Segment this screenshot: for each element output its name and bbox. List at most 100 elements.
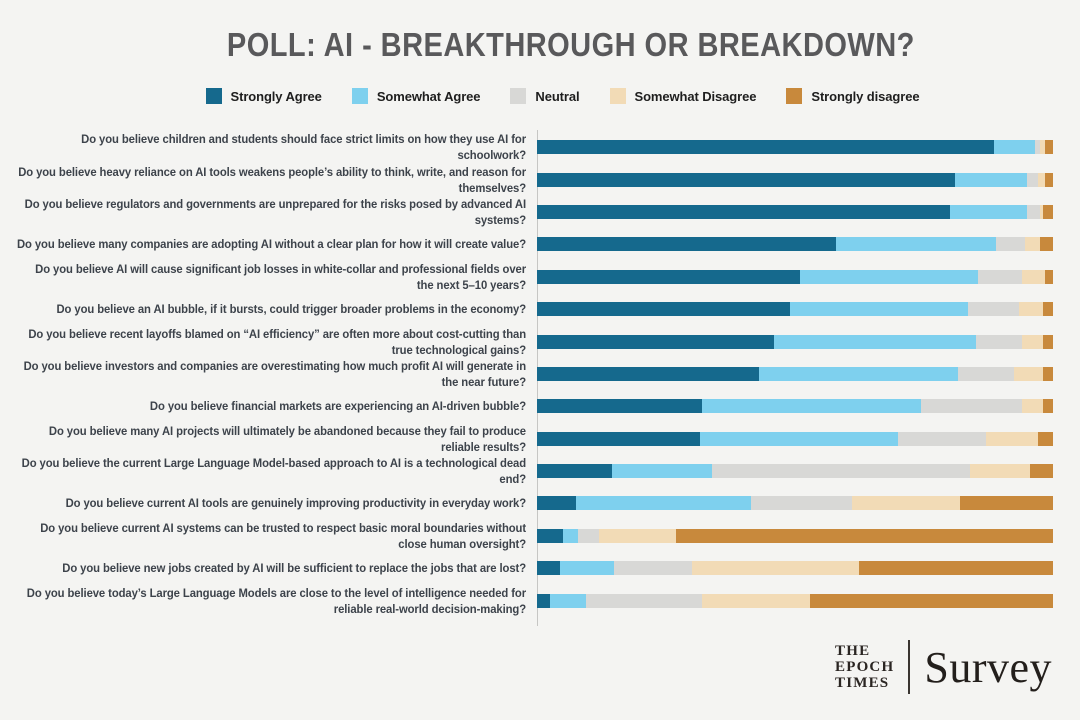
bar-segment-somewhat-agree — [954, 172, 1028, 187]
bar-segment-somewhat-disagree — [1022, 269, 1046, 284]
legend-label: Strongly disagree — [811, 88, 920, 104]
bar-segment-strongly-agree — [537, 431, 700, 446]
question-label-cell: Do you believe today’s Large Language Mo… — [27, 584, 537, 616]
bar-segment-somewhat-disagree — [1022, 334, 1043, 349]
stacked-bar — [537, 593, 1053, 608]
bar-segment-neutral — [921, 399, 1023, 414]
bar-row: Do you believe financial markets are exp… — [27, 390, 1053, 422]
bar-segment-neutral — [751, 496, 852, 511]
chart-rows: Do you believe children and students sho… — [17, 131, 1053, 617]
bar-segment-somewhat-disagree — [1037, 172, 1046, 187]
bar-segment-somewhat-agree — [611, 464, 713, 479]
bar-segment-strongly-disagree — [1040, 237, 1053, 252]
stacked-bar — [537, 431, 1053, 446]
bar-segment-somewhat-agree — [758, 366, 958, 381]
bar-row: Do you believe recent layoffs blamed on … — [27, 325, 1053, 357]
neutral-swatch-icon — [510, 88, 527, 104]
bar-row: Do you believe the current Large Languag… — [22, 455, 1053, 487]
brand-logo: THE EPOCH TIMES Survey — [835, 640, 1052, 694]
bar-segment-somewhat-disagree — [1014, 366, 1043, 381]
bar-segment-neutral — [1027, 172, 1038, 187]
somewhat-agree-swatch-icon — [351, 88, 368, 104]
question-label-cell: Do you believe many AI projects will ult… — [27, 423, 537, 455]
bar-segment-strongly-agree — [537, 140, 994, 155]
legend-label: Neutral — [535, 88, 580, 104]
brand-wordmark: THE EPOCH TIMES — [835, 643, 894, 691]
stacked-bar — [537, 204, 1053, 219]
question-label-cell: Do you believe many companies are adopti… — [17, 228, 537, 260]
bar-segment-somewhat-agree — [575, 496, 752, 511]
brand-line-times: TIMES — [835, 675, 890, 691]
legend-item-somewhat-disagree: Somewhat Disagree — [609, 88, 757, 104]
bar-segment-strongly-disagree — [810, 593, 1053, 608]
bar-segment-neutral — [1034, 140, 1041, 155]
question-label: Do you believe investors and companies a… — [23, 358, 527, 389]
bar-row: Do you believe heavy reliance on AI tool… — [18, 163, 1053, 195]
question-label: Do you believe many companies are adopti… — [16, 237, 526, 252]
question-label: Do you believe recent layoffs blamed on … — [28, 326, 526, 357]
question-label: Do you believe AI will cause significant… — [35, 261, 526, 292]
bar-segment-somewhat-disagree — [702, 593, 811, 608]
question-label-cell: Do you believe regulators and government… — [25, 196, 537, 228]
legend-item-strongly-disagree: Strongly disagree — [786, 88, 920, 104]
question-label: Do you believe new jobs created by AI wi… — [62, 561, 526, 576]
bar-segment-strongly-agree — [537, 496, 576, 511]
stacked-bar — [537, 399, 1053, 414]
bar-segment-somewhat-agree — [800, 269, 979, 284]
bar-segment-strongly-disagree — [859, 561, 1053, 576]
bar-segment-strongly-disagree — [1029, 464, 1053, 479]
legend-label: Somewhat Disagree — [634, 88, 757, 104]
bar-segment-somewhat-disagree — [1022, 399, 1043, 414]
question-label: Do you believe the current Large Languag… — [21, 456, 526, 487]
question-label: Do you believe current AI tools are genu… — [65, 496, 527, 511]
bar-segment-strongly-disagree — [1042, 334, 1053, 349]
bar-row: Do you believe an AI bubble, if it burst… — [27, 293, 1053, 325]
bar-segment-strongly-agree — [537, 399, 703, 414]
bar-row: Do you believe children and students sho… — [27, 131, 1053, 163]
bar-segment-strongly-agree — [537, 593, 550, 608]
question-label-cell: Do you believe recent layoffs blamed on … — [27, 325, 537, 357]
question-label: Do you believe an AI bubble, if it burst… — [56, 302, 526, 317]
stacked-bar — [537, 528, 1053, 543]
strongly-agree-swatch-icon — [205, 88, 222, 104]
stacked-bar — [537, 496, 1053, 511]
bar-segment-neutral — [996, 237, 1025, 252]
bar-segment-strongly-disagree — [1042, 366, 1053, 381]
bar-segment-somewhat-disagree — [851, 496, 961, 511]
question-label: Do you believe financial markets are exp… — [149, 399, 526, 414]
stacked-bar — [537, 334, 1053, 349]
bar-segment-somewhat-agree — [949, 204, 1028, 219]
bar-segment-neutral — [586, 593, 703, 608]
bar-segment-strongly-agree — [537, 172, 955, 187]
bar-segment-neutral — [975, 334, 1023, 349]
brand-line-epoch: EPOCH — [835, 659, 895, 675]
bar-row: Do you believe AI will cause significant… — [27, 261, 1053, 293]
bar-segment-strongly-disagree — [1045, 140, 1053, 155]
stacked-bar — [537, 140, 1053, 155]
question-label-cell: Do you believe AI will cause significant… — [27, 261, 537, 293]
bar-segment-somewhat-disagree — [1024, 237, 1041, 252]
bar-segment-neutral — [978, 269, 1023, 284]
brand-line-the: THE — [835, 643, 871, 659]
legend-label: Strongly Agree — [230, 88, 322, 104]
page-title: POLL: AI - BREAKTHROUGH OR BREAKDOWN? — [227, 26, 915, 63]
bar-segment-strongly-disagree — [1045, 269, 1053, 284]
question-label: Do you believe heavy reliance on AI tool… — [18, 164, 526, 195]
question-label-cell: Do you believe current AI systems can be… — [27, 520, 537, 552]
bar-segment-strongly-agree — [537, 334, 775, 349]
stacked-bar — [537, 302, 1053, 317]
bar-segment-neutral — [614, 561, 692, 576]
bar-segment-strongly-agree — [537, 269, 801, 284]
bar-row: Do you believe new jobs created by AI wi… — [27, 552, 1053, 584]
question-label-cell: Do you believe the current Large Languag… — [22, 455, 537, 487]
question-label-cell: Do you believe heavy reliance on AI tool… — [18, 163, 537, 195]
bar-segment-somewhat-agree — [562, 528, 579, 543]
bar-row: Do you believe regulators and government… — [25, 196, 1053, 228]
bar-segment-strongly-agree — [537, 464, 612, 479]
bar-segment-strongly-disagree — [1042, 204, 1053, 219]
bar-row: Do you believe many companies are adopti… — [17, 228, 1053, 260]
question-label-cell: Do you believe investors and companies a… — [24, 358, 537, 390]
bar-segment-strongly-agree — [537, 302, 790, 317]
bar-segment-neutral — [957, 366, 1015, 381]
chart-legend: Strongly Agree Somewhat Agree Neutral Somew… — [0, 88, 1080, 104]
